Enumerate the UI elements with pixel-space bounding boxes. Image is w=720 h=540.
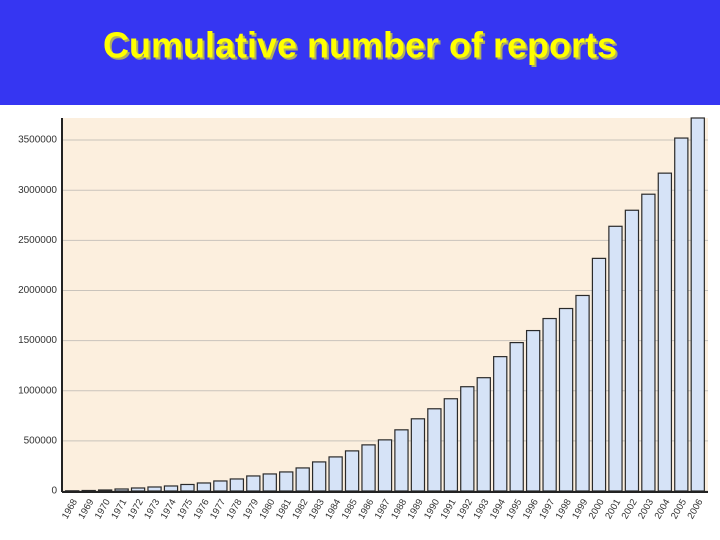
- bar: [147, 486, 162, 492]
- y-tick-label: 3500000: [18, 135, 57, 146]
- bar: [641, 193, 656, 492]
- title-shadow: Cumulative number of reports: [105, 27, 619, 68]
- bar: [81, 489, 96, 492]
- chart-title: Cumulative number of reports: [103, 25, 617, 66]
- bar: [114, 488, 129, 492]
- y-tick-label: 0: [51, 486, 57, 497]
- bar: [246, 475, 261, 492]
- bar: [624, 209, 640, 492]
- bar: [130, 487, 146, 492]
- bar: [394, 429, 409, 492]
- bar: [295, 467, 310, 492]
- y-tick-label: 2000000: [18, 285, 57, 296]
- bar: [229, 478, 245, 492]
- bar: [674, 137, 689, 492]
- bar: [690, 117, 705, 492]
- bar: [410, 418, 426, 492]
- bar: [344, 450, 360, 492]
- bar: [608, 225, 623, 492]
- y-tick-label: 1500000: [18, 335, 57, 346]
- y-tick-label: 3000000: [18, 185, 57, 196]
- bar: [163, 485, 179, 492]
- bar: [476, 377, 491, 492]
- bar: [97, 489, 113, 492]
- bar: [180, 483, 195, 492]
- bar: [279, 471, 294, 492]
- bar: [542, 317, 557, 492]
- bar: [196, 482, 212, 492]
- bar: [213, 480, 228, 492]
- bar: [443, 398, 459, 492]
- bar: [493, 356, 508, 492]
- bar: [328, 456, 343, 492]
- bar: [525, 329, 541, 492]
- y-tick-label: 1000000: [18, 385, 57, 396]
- bar: [558, 307, 574, 492]
- bar: [361, 444, 376, 492]
- bar: [509, 342, 524, 492]
- bar: [460, 386, 475, 492]
- bar: [377, 439, 393, 492]
- y-tick-label: 2500000: [18, 235, 57, 246]
- bar: [427, 408, 442, 492]
- bar: [311, 461, 327, 492]
- bar: [262, 473, 277, 492]
- y-tick-label: 500000: [24, 436, 58, 447]
- bar: [591, 257, 607, 492]
- bar: [657, 172, 673, 492]
- bar: [575, 294, 590, 492]
